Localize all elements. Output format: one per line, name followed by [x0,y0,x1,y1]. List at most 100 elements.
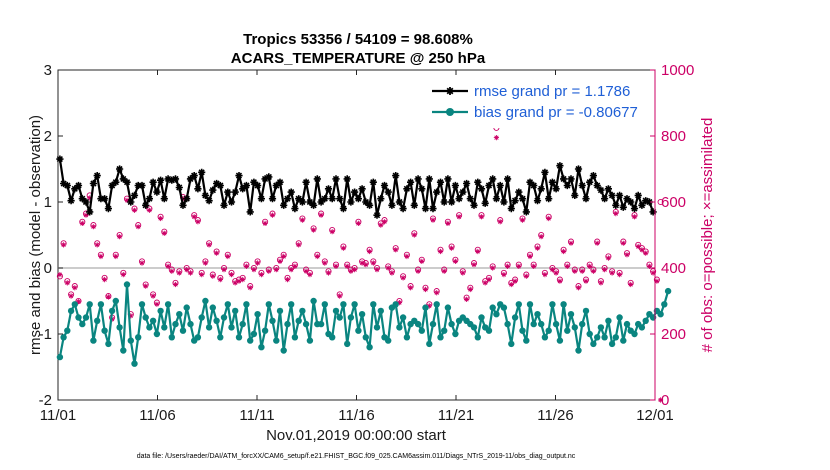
bias-point [288,301,295,308]
rmse-point [339,205,347,213]
rmse-point [440,198,448,206]
bias-point [265,301,272,308]
right-y-tick-label: 1000 [661,62,694,79]
bias-point [515,301,522,308]
rmse-point [410,201,418,209]
rmse-point [56,155,64,163]
bias-point [299,307,306,315]
bias-point [217,334,224,341]
rmse-point [116,165,124,173]
legend-box [428,78,650,128]
obs-assimilated-point [490,265,496,271]
rmse-point [60,179,68,188]
bias-point [504,320,511,328]
rmse-point [369,178,377,186]
rmse-point [171,175,180,183]
bias-point [127,337,134,344]
obs-assimilated-point [572,268,578,274]
rmse-point [429,205,437,213]
x-tick-label: 11/11 [239,407,274,424]
obs-assimilated-point [288,267,294,273]
bias-point [426,340,433,348]
bias-point [358,311,366,318]
obs-assimilated-point [232,280,238,286]
rmse-point [89,179,97,188]
obs-assimilated-point [292,263,298,269]
bias-point [399,314,407,321]
rmse-point [407,178,415,186]
obs-assimilated-point [337,293,343,299]
chart-title: Tropics 53356 / 54109 = 98.608% [243,31,473,48]
bias-point [291,334,299,341]
x-tick-label: 11/01 [40,407,76,424]
rmse-point [604,185,612,193]
bias-point [594,334,601,341]
obs-assimilated-point [64,280,70,286]
obs-assimilated-point [404,253,410,260]
rmse-point [421,205,430,213]
obs-assimilated-point [214,250,220,256]
bias-point [519,327,526,334]
obs-assimilated-point [650,270,656,276]
rmse-point [97,195,105,203]
obs-assimilated-point [464,296,470,302]
bias-point [247,337,254,344]
rmse-point [74,181,83,190]
obs-assimilated-point [411,232,417,238]
obs-assimilated-point [176,270,182,276]
bias-point [64,327,71,334]
obs-assimilated-point [352,267,358,273]
bias-point [437,334,444,341]
obs-assimilated-point [75,299,82,305]
rmse-point [343,175,351,183]
obs-assimilated-point [68,293,74,299]
obs-assimilated-point [415,268,421,274]
obs-assimilated-point [553,270,559,276]
bias-point [194,334,202,341]
obs-assimilated-point [400,275,406,281]
obs-assimilated-point [381,219,388,225]
obs-assimilated-point [501,272,507,278]
bias-point [478,314,485,321]
rmse-series-layer [56,155,657,219]
bias-point [385,337,392,344]
rmse-point [157,176,165,184]
bias-point [254,311,261,318]
bias-point [526,301,534,308]
obs-assimilated-point [590,268,596,274]
rmse-point [563,181,571,190]
obs-assimilated-point [531,263,537,269]
rmse-point [418,185,426,193]
rmse-point [168,176,176,184]
rmse-point [638,201,646,209]
bias-point [243,301,250,308]
obs-assimilated-point [94,242,100,248]
rmse-point [295,195,303,203]
obs-assimilated-point [643,250,649,256]
bias-point [67,307,75,315]
obs-assimilated-point [564,263,570,269]
rmse-point [71,185,79,193]
x-axis-ticks: 11/01 11/06 11/11 11/16 11/21 11/26 12/01 [40,70,674,424]
bias-point [232,307,239,315]
obs-assimilated-point [318,212,324,218]
bias-point [642,317,649,324]
bias-point [552,320,560,328]
rmse-point [164,175,172,183]
bias-point [86,301,93,308]
rmse-point [328,195,336,203]
right-y-tick-label: 800 [661,128,686,145]
obs-assimilated-point [542,272,548,278]
obs-assimilated-point [143,283,149,289]
rmse-point [317,198,325,206]
obs-assimilated-point [460,270,466,276]
bias-point [657,311,664,318]
bias-point [347,314,355,321]
bias-point [295,317,302,324]
bias-point [549,301,556,308]
obs-assimilated-point [57,272,63,278]
bias-point [153,330,161,338]
obs-assimilated-point [437,248,444,255]
rmse-point [93,172,101,180]
obs-assimilated-point [430,217,436,223]
